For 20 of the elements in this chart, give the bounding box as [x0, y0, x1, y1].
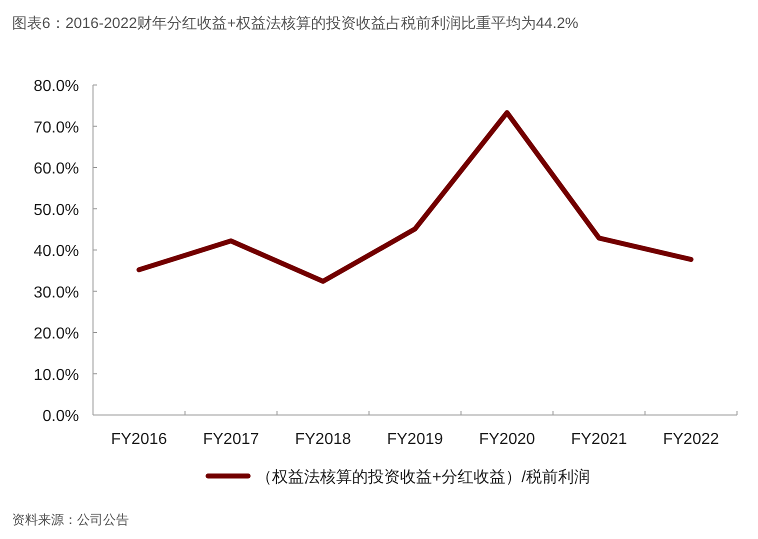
- legend: （权益法核算的投资收益+分红收益）/税前利润: [206, 469, 590, 486]
- x-tick-label: FY2018: [294, 431, 352, 448]
- y-tick-label: 0.0%: [42, 408, 79, 425]
- x-tick-label: FY2017: [202, 431, 260, 448]
- y-tick-label: 80.0%: [34, 78, 79, 95]
- y-tick-label: 10.0%: [34, 366, 79, 384]
- text: 资料来源：公司公告: [12, 512, 129, 527]
- y-tick-label: 60.0%: [34, 160, 79, 178]
- y-tick-label: 50.0%: [34, 202, 79, 219]
- x-tick-label: FY2022: [662, 431, 720, 448]
- y-tick-label: 30.0%: [34, 284, 79, 302]
- legend-label: （权益法核算的投资收益+分红收益）/税前利润: [256, 468, 590, 486]
- chart-title: 图表6：2016-2022财年分红收益+权益法核算的投资收益占税前利润比重平均为44.2%: [12, 15, 578, 32]
- y-tick-label: 20.0%: [34, 326, 79, 342]
- y-tick-label: 70.0%: [34, 119, 79, 136]
- x-tick-label: FY2019: [386, 431, 444, 448]
- y-tick-label: 40.0%: [34, 243, 79, 260]
- x-tick-label: FY2020: [478, 431, 536, 448]
- x-tick-label: FY2021: [570, 431, 628, 448]
- x-tick-label: FY2016: [110, 431, 168, 448]
